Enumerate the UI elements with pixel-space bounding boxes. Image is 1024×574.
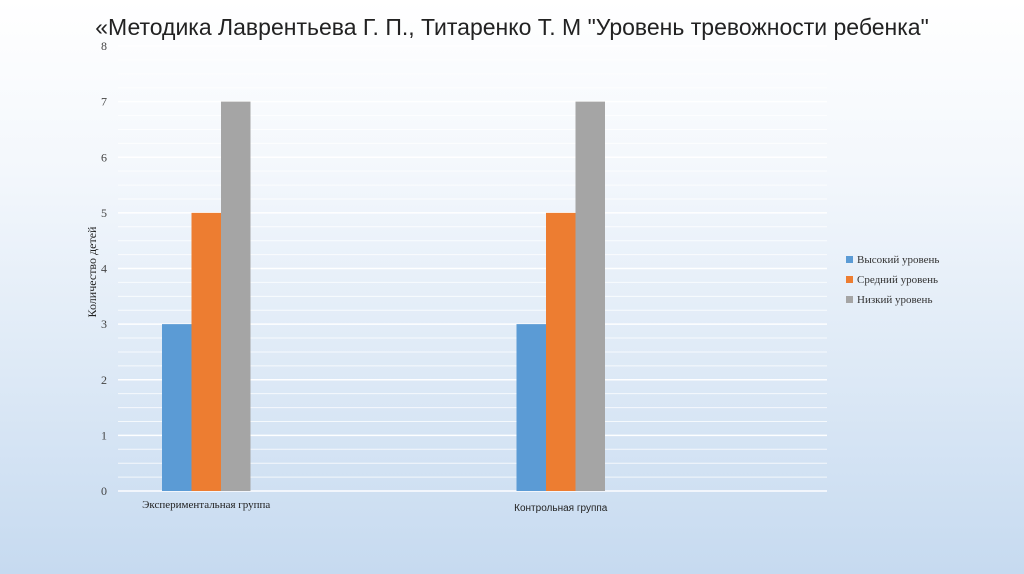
y-tick-label: 5 — [101, 206, 107, 220]
legend-entry: Высокий уровень — [857, 254, 939, 266]
bar — [546, 212, 576, 491]
x-category-label: Экспериментальная группа — [142, 499, 270, 511]
legend-entry: Низкий уровень — [857, 294, 932, 306]
x-category-label: Контрольная группа — [514, 503, 608, 514]
legend-swatch — [846, 276, 853, 283]
bar — [575, 101, 605, 491]
y-tick-label: 3 — [101, 317, 107, 331]
bar — [162, 324, 192, 491]
bars — [162, 101, 605, 491]
x-axis-categories: Экспериментальная группа Контрольная груп… — [142, 499, 608, 514]
legend: Высокий уровень Средний уровень Низкий уро… — [846, 254, 939, 306]
bar — [221, 101, 251, 491]
y-tick-label: 2 — [101, 373, 107, 387]
bar — [516, 324, 546, 491]
y-tick-label: 1 — [101, 428, 107, 442]
y-tick-label: 7 — [101, 95, 107, 109]
legend-entry: Средний уровень — [857, 274, 938, 286]
y-tick-label: 8 — [101, 39, 107, 53]
y-tick-label: 0 — [101, 484, 107, 498]
y-tick-label: 6 — [101, 150, 107, 164]
bar — [191, 212, 221, 491]
y-axis-ticks: 0 1 2 3 4 5 6 7 8 — [101, 39, 107, 498]
legend-swatch — [846, 256, 853, 263]
legend-swatch — [846, 296, 853, 303]
y-tick-label: 4 — [101, 262, 107, 276]
y-axis-label: Количество детей — [85, 226, 99, 317]
slide-title: «Методика Лаврентьева Г. П., Титаренко Т… — [95, 14, 929, 40]
